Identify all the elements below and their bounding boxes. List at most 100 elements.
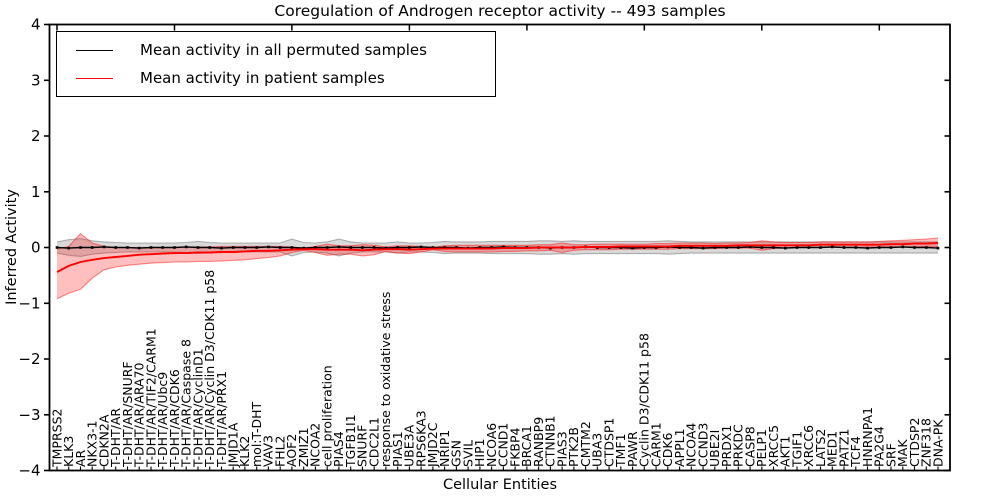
permuted-marker	[149, 246, 153, 249]
permuted-marker	[408, 246, 411, 249]
x-category-label: response to oxidative stress	[378, 292, 393, 467]
x-category-label: CARM1	[648, 422, 663, 467]
permuted-marker	[349, 246, 352, 249]
x-category-label: TMF1	[613, 433, 628, 468]
x-category-label: HIP1	[472, 438, 487, 467]
permuted-marker	[314, 246, 317, 249]
permuted-marker	[866, 246, 869, 250]
permuted-marker	[102, 245, 106, 249]
y-tick-label: 4	[31, 16, 41, 34]
permuted-marker	[255, 246, 258, 249]
patient-mean-line	[56, 242, 939, 273]
permuted-marker	[631, 246, 634, 250]
x-category-label: T-DHT/AR/TIF2/CARM1	[143, 328, 158, 468]
x-category-label: T-DHT/AR/CDK6	[167, 369, 182, 468]
x-category-label: RPS6KA3	[413, 410, 428, 467]
permuted-marker	[79, 246, 82, 249]
x-category-label: cell proliferation	[320, 365, 335, 467]
permuted-band-upper-edge	[56, 238, 938, 244]
x-category-label: VAV3	[261, 435, 276, 467]
permuted-marker	[678, 246, 681, 249]
permuted-marker	[231, 246, 235, 249]
permuted-marker	[842, 246, 846, 249]
permuted-marker	[913, 246, 916, 249]
x-category-label: PIAS4	[331, 431, 346, 467]
permuted-marker	[643, 246, 646, 249]
y-tick-label: −4	[18, 462, 40, 480]
permuted-marker	[173, 246, 176, 249]
x-category-label: T-DHT/AR/Ubc9	[155, 372, 170, 468]
x-category-label: PTK2B	[566, 427, 581, 467]
x-category-label: DNA-PK	[930, 419, 945, 467]
x-category-label: TGIF1	[789, 431, 804, 468]
chart-title: Coregulation of Androgen receptor activi…	[274, 2, 726, 20]
x-category-label: NCOA6	[484, 423, 499, 467]
x-category-label: SNURF	[355, 425, 370, 467]
permuted-marker	[831, 245, 834, 249]
x-category-label: T-DHT/AR	[108, 408, 123, 468]
y-tick-label: −3	[18, 406, 40, 424]
permuted-marker	[419, 245, 423, 249]
y-tick-label: 0	[31, 239, 41, 257]
x-category-label: KLK2	[237, 436, 252, 467]
x-category-label: RANBP9	[531, 417, 546, 467]
permuted-marker	[67, 246, 70, 250]
legend-item-label: Mean activity in all permuted samples	[140, 41, 427, 59]
x-category-label: CASP8	[742, 426, 757, 467]
x-category-label: MED1	[825, 431, 840, 467]
x-category-label: PELP1	[754, 429, 769, 467]
x-category-label: TMPRSS2	[49, 409, 64, 468]
x-category-label: BRCA1	[519, 425, 534, 467]
permuted-marker	[936, 246, 940, 250]
permuted-marker	[396, 246, 399, 249]
x-category-label: NRIP1	[437, 430, 452, 467]
permuted-marker	[361, 246, 364, 249]
permuted-marker	[325, 246, 329, 249]
permuted-marker	[243, 246, 247, 249]
permuted-marker	[478, 246, 482, 249]
permuted-marker	[807, 246, 811, 249]
x-category-label: ZNF318	[919, 418, 934, 467]
x-category-label: TGFB1I1	[343, 414, 358, 468]
x-category-label: T-DHT/AR/Caspase 8	[179, 339, 194, 468]
x-category-label: T-DHT/AR/SNURF	[120, 361, 135, 468]
x-category-label: CTDSP2	[907, 418, 922, 467]
permuted-marker	[114, 246, 117, 249]
x-category-label: PATZ1	[836, 429, 851, 467]
y-tick-label: 3	[31, 71, 41, 89]
x-category-label: GSN	[449, 440, 464, 467]
x-category-label: NKX3-1	[85, 420, 100, 467]
permuted-mean-line	[56, 246, 939, 249]
permuted-marker	[55, 246, 59, 249]
y-axis-label: Inferred Activity	[4, 189, 20, 305]
x-category-label: AKT1	[778, 436, 793, 467]
x-category-label: JMJD1A	[226, 422, 241, 468]
permuted-marker	[819, 246, 822, 249]
legend-box: Mean activity in all permuted samples Mea…	[56, 31, 496, 97]
permuted-marker	[184, 245, 188, 249]
permuted-marker	[337, 245, 341, 249]
permuted-marker	[901, 245, 905, 249]
x-category-label: KLK3	[61, 436, 76, 467]
permuted-marker	[455, 246, 458, 249]
permuted-marker	[443, 246, 446, 249]
legend-item-label: Mean activity in patient samples	[140, 69, 385, 87]
permuted-marker	[889, 246, 893, 249]
x-category-label: TCF4	[848, 436, 863, 468]
permuted-marker	[925, 246, 928, 249]
x-category-label: PA2G4	[872, 426, 887, 467]
x-category-label: Cyclin D3/CDK11 p58	[637, 333, 652, 467]
x-category-label: UBE2I	[707, 430, 722, 467]
x-category-label: UBE3A	[402, 424, 417, 467]
legend-item-0: Mean activity in all permuted samples	[69, 41, 483, 59]
x-category-label: CMTM2	[578, 421, 593, 467]
y-tick-label: −1	[18, 294, 40, 312]
x-category-label: T-DHT/AR/Cyclin D3/CDK11 p58	[202, 270, 217, 468]
x-axis-label: Cellular Entities	[442, 477, 558, 493]
legend-line-swatch	[76, 49, 113, 51]
x-category-label: T-DHT/AR/CyclinD1	[190, 348, 205, 468]
permuted-marker	[760, 246, 764, 249]
permuted-marker	[690, 246, 693, 249]
x-category-label: HNRNPA1	[860, 407, 875, 467]
permuted-marker	[196, 246, 200, 249]
